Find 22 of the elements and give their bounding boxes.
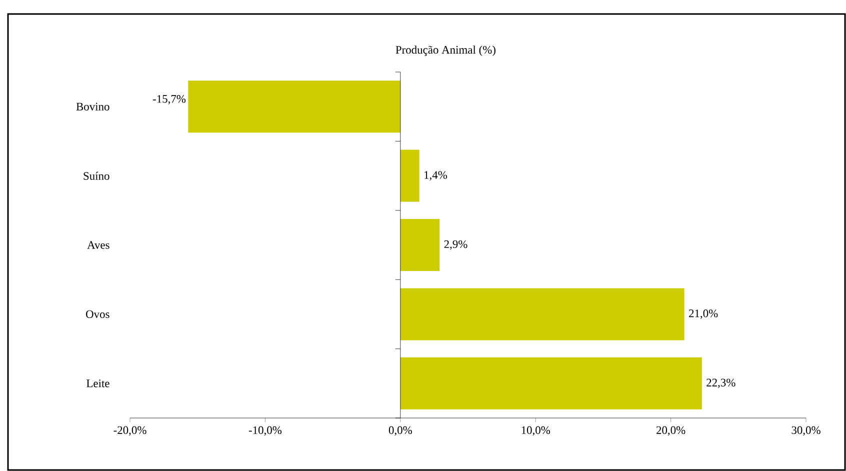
bar bbox=[400, 288, 684, 340]
x-tick-label: -10,0% bbox=[248, 426, 282, 436]
y-tick-label: Leite bbox=[86, 380, 110, 388]
bar bbox=[188, 80, 400, 133]
data-label: 22,3% bbox=[706, 378, 736, 388]
data-label: -15,7% bbox=[152, 95, 186, 104]
x-tick-label: 20,0% bbox=[656, 426, 686, 436]
data-label: 2,9% bbox=[444, 240, 468, 250]
x-tick-label: 30,0% bbox=[792, 426, 820, 436]
x-tick-label: -20,0% bbox=[114, 426, 146, 436]
y-tick-label: Bovino bbox=[76, 102, 110, 110]
y-tick-label: Suíno bbox=[84, 172, 110, 180]
x-tick-label: 0,0% bbox=[388, 426, 412, 436]
bar bbox=[400, 357, 702, 410]
x-tick-label: 10,0% bbox=[522, 426, 550, 436]
data-label: 1,4% bbox=[424, 171, 448, 180]
y-tick-label: Ovos bbox=[86, 310, 110, 318]
y-tick-label: Aves bbox=[87, 241, 110, 249]
chart-title: Produção Animal (%) bbox=[396, 46, 496, 56]
bar bbox=[400, 150, 420, 202]
data-label: 21,0% bbox=[689, 310, 718, 319]
bar bbox=[400, 219, 440, 272]
